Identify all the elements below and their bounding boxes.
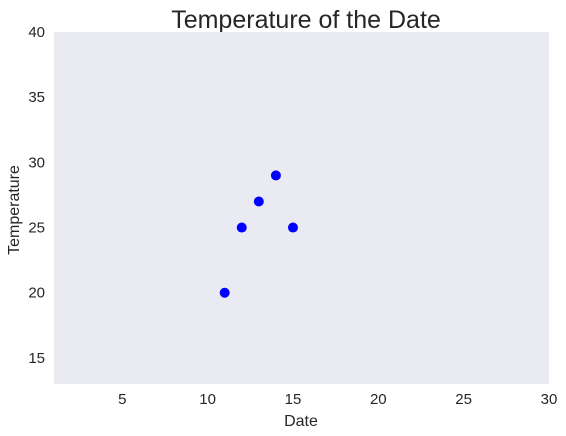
data-point	[236, 222, 247, 233]
x-tick-label: 25	[455, 391, 472, 408]
x-tick-label: 10	[199, 391, 216, 408]
y-axis-label: Temperature	[6, 165, 23, 255]
x-tick-label: 20	[370, 391, 387, 408]
x-axis-ticks: 5 10 15 20 25 30	[118, 391, 557, 408]
y-tick-label: 35	[28, 89, 45, 106]
data-point	[287, 222, 298, 233]
data-points	[219, 170, 298, 298]
data-point	[219, 287, 230, 298]
y-tick-label: 20	[28, 285, 45, 302]
data-point	[270, 170, 281, 181]
x-tick-label: 15	[285, 391, 302, 408]
x-tick-label: 5	[118, 391, 126, 408]
plot-area	[54, 32, 549, 384]
y-tick-label: 25	[28, 220, 45, 237]
x-tick-label: 30	[541, 391, 558, 408]
x-axis-label: Date	[284, 413, 318, 430]
y-axis-ticks: 15 20 25 30 35 40	[28, 24, 45, 367]
y-tick-label: 30	[28, 154, 45, 171]
data-point	[253, 196, 264, 207]
y-tick-label: 15	[28, 350, 45, 367]
y-tick-label: 40	[28, 24, 45, 41]
chart-title: Temperature of the Date	[171, 6, 441, 34]
